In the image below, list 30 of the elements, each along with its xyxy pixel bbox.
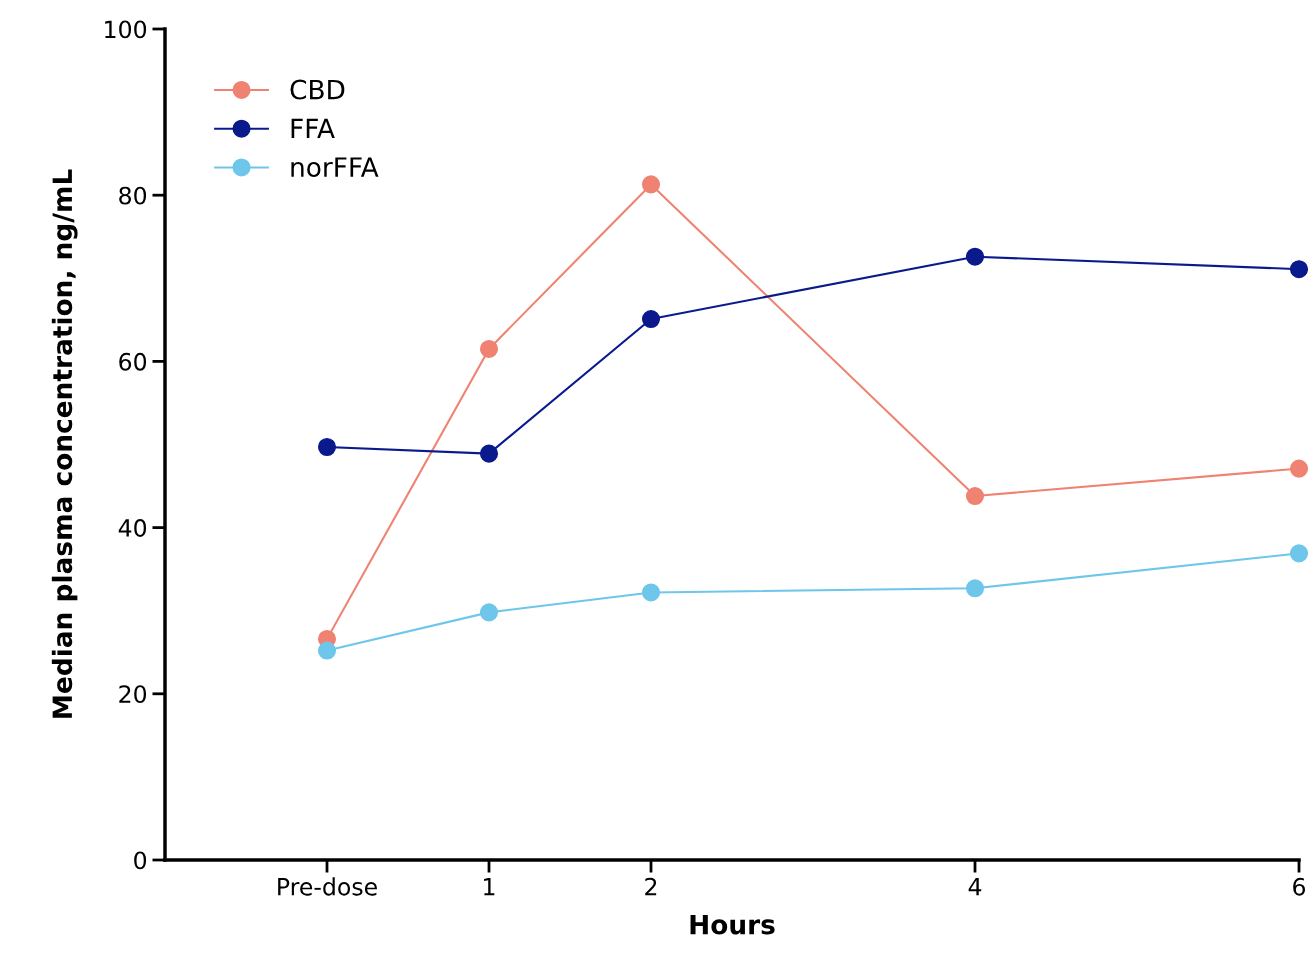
point [1289, 459, 1308, 478]
x-tick-label: 1 [484, 878, 495, 896]
y-tick-label: 20 [119, 685, 147, 704]
point [317, 437, 337, 457]
y-tick-label: 80 [119, 186, 147, 205]
point [317, 641, 337, 660]
y-axis-title: Median plasma concentration, ng/mL [51, 169, 78, 718]
point [641, 175, 661, 194]
x-tick-label: 4 [968, 878, 982, 896]
x-axis-title: Hours [690, 914, 775, 935]
y-tick-label: 60 [119, 352, 147, 371]
point [965, 247, 985, 266]
point [479, 603, 499, 622]
point [641, 309, 661, 329]
point [965, 579, 985, 598]
y-tick-label: 100 [105, 20, 147, 39]
legend-label: norFFA [291, 157, 379, 178]
point [1289, 544, 1308, 563]
y-tick-label: 0 [134, 851, 147, 870]
legend-label: FFA [291, 118, 335, 138]
legend-label: CBD [290, 79, 345, 100]
x-tick-label: Pre-dose [278, 877, 377, 896]
point [479, 444, 499, 463]
point [965, 486, 985, 506]
point [1289, 260, 1308, 279]
point [641, 583, 661, 602]
y-tick-label: 40 [118, 519, 147, 537]
point [479, 339, 499, 358]
x-tick-label: 2 [645, 877, 657, 896]
x-tick-label: 6 [1293, 877, 1306, 896]
